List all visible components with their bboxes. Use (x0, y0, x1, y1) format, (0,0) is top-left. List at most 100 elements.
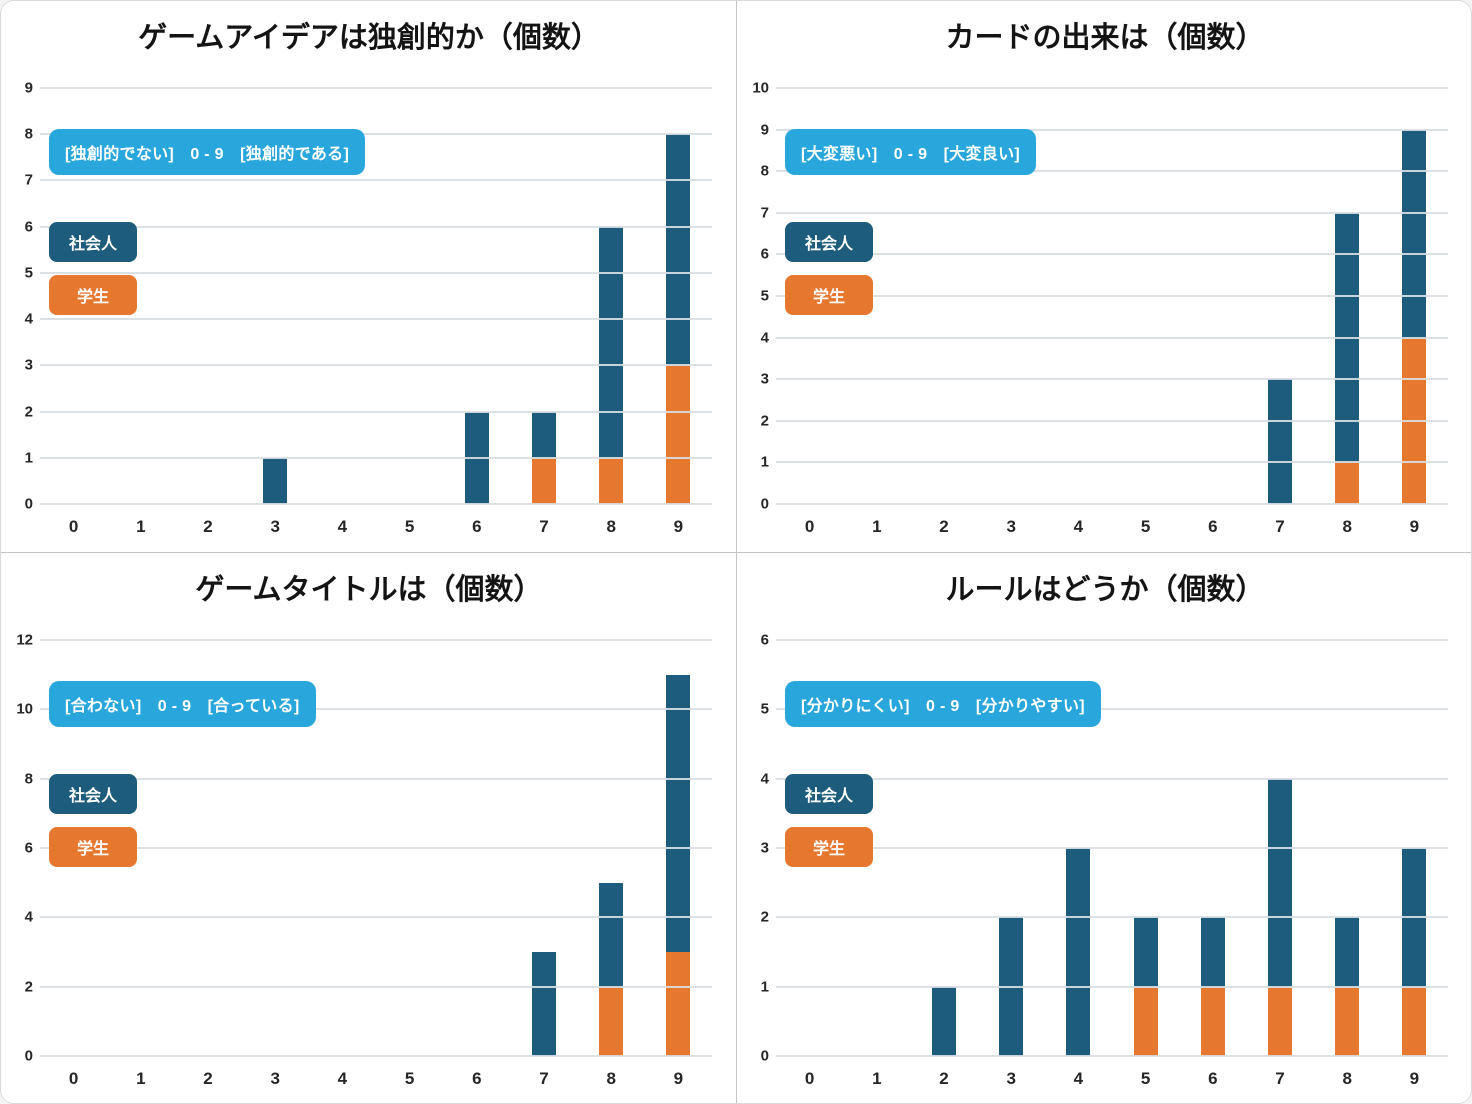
gridline-y2 (40, 410, 712, 413)
bar-segment-学生-x7 (532, 457, 556, 504)
x-axis-tick-5: 5 (1140, 1069, 1151, 1088)
gridline-y4 (776, 336, 1448, 339)
x-axis-tick-5: 5 (1140, 517, 1151, 536)
x-axis-tick-7: 7 (1275, 517, 1285, 536)
bar-segment-社会人-x8 (599, 226, 624, 458)
bar-segment-学生-x9 (1402, 986, 1427, 1056)
bar-segment-社会人-x8 (599, 882, 624, 987)
gridline-y6 (40, 225, 712, 228)
scale-range-badge: [独創的でない] 0 - 9 [独創的である] (49, 129, 366, 175)
chart-legend: 社会人 学生 (49, 774, 137, 867)
x-axis-tick-2: 2 (203, 1069, 213, 1088)
x-axis-tick-1: 1 (136, 1069, 146, 1088)
x-axis-tick-8: 8 (606, 1069, 616, 1088)
x-axis-tick-4: 4 (337, 517, 348, 536)
gridline-y7 (40, 179, 712, 182)
chart-legend: 社会人 学生 (785, 774, 873, 867)
x-axis-tick-0: 0 (804, 1069, 815, 1088)
x-axis-tick-5: 5 (404, 1069, 415, 1088)
chart-title: ゲームアイデアは独創的か（個数） (138, 22, 600, 54)
bar-segment-社会人-x7 (1268, 778, 1292, 987)
y-axis-tick-8: 8 (24, 125, 33, 143)
horizontal-divider (1, 552, 1471, 553)
gridline-y12 (40, 639, 712, 641)
y-axis-tick-4: 4 (760, 329, 769, 347)
gridline-y5 (776, 708, 1448, 711)
bar-segment-学生-x9 (666, 365, 691, 504)
y-axis-tick-12: 12 (16, 631, 33, 649)
x-axis-tick-9: 9 (673, 517, 684, 536)
x-axis-tick-3: 3 (1006, 517, 1016, 536)
x-axis-tick-3: 3 (270, 517, 280, 536)
gridline-y6 (40, 847, 712, 849)
gridline-y4 (40, 318, 712, 321)
plot-area: 0 2 4 6 8 10 12 0 1 2 3 4 5 6 7 8 9 (16, 632, 712, 1088)
gridline-y8 (776, 170, 1448, 173)
y-axis-tick-1: 1 (24, 449, 33, 467)
chart-panel-game-idea: ゲームアイデアは独創的か（個数） [独創的でない] 0 - 9 [独創的である]… (1, 1, 737, 553)
gridline-y1 (776, 461, 1448, 464)
y-axis-tick-10: 10 (752, 79, 769, 97)
y-axis-tick-3: 3 (760, 839, 769, 857)
bar-segment-社会人-x2 (932, 986, 956, 1056)
x-axis-tick-2: 2 (203, 517, 213, 536)
legend-item-学生: 学生 (785, 275, 873, 315)
x-axis-tick-0: 0 (68, 517, 79, 536)
x-axis-tick-1: 1 (136, 517, 146, 536)
gridline-y10 (40, 708, 712, 711)
gridline-y0 (776, 503, 1448, 505)
y-axis-tick-3: 3 (24, 356, 33, 374)
gridline-y8 (40, 133, 712, 136)
x-axis-tick-8: 8 (1342, 1069, 1352, 1088)
bar-segment-社会人-x3 (263, 457, 288, 504)
y-axis-tick-1: 1 (760, 453, 769, 471)
bar-segment-学生-x9 (666, 952, 691, 1056)
bar-segment-学生-x8 (599, 986, 624, 1056)
gridline-y3 (40, 364, 712, 367)
gridline-y2 (40, 985, 712, 988)
chart-panel-card-quality: カードの出来は（個数） [大変悪い] 0 - 9 [大変良い] 社会人 学生 0 1… (737, 1, 1471, 553)
gridline-y2 (776, 419, 1448, 422)
gridline-y0 (40, 1055, 712, 1057)
y-axis-tick-0: 0 (24, 1047, 33, 1065)
bar-segment-学生-x5 (1133, 986, 1158, 1056)
gridline-y1 (40, 456, 712, 459)
x-axis-tick-6: 6 (472, 517, 482, 536)
x-axis-tick-9: 9 (1409, 517, 1420, 536)
y-axis-tick-8: 8 (760, 162, 769, 180)
x-axis-tick-7: 7 (1275, 1069, 1285, 1088)
x-axis-tick-6: 6 (1208, 517, 1218, 536)
y-axis-tick-10: 10 (16, 700, 33, 718)
chart-legend: 社会人 学生 (49, 222, 137, 315)
legend-item-学生: 学生 (49, 275, 137, 315)
y-axis-tick-4: 4 (24, 310, 33, 328)
gridline-y1 (776, 985, 1448, 988)
x-axis-tick-0: 0 (68, 1069, 79, 1088)
gridline-y8 (40, 777, 712, 780)
gridline-y6 (776, 639, 1448, 641)
gridline-y5 (776, 295, 1448, 297)
x-axis-tick-2: 2 (939, 1069, 949, 1088)
legend-item-社会人: 社会人 (49, 222, 137, 262)
y-axis-tick-6: 6 (760, 245, 769, 263)
bar-segment-社会人-x7 (532, 952, 556, 1056)
plot-area: 0 1 2 3 4 5 6 7 8 9 0 1 2 3 4 5 6 7 8 9 (25, 80, 712, 536)
bar-segment-社会人-x7 (1268, 379, 1292, 504)
y-axis-tick-2: 2 (760, 908, 769, 926)
x-axis-tick-0: 0 (804, 517, 815, 536)
scale-range-badge: [分かりにくい] 0 - 9 [分かりやすい] (785, 681, 1101, 727)
gridline-y3 (776, 847, 1448, 849)
legend-item-学生: 学生 (785, 827, 873, 867)
x-axis-tick-1: 1 (872, 1069, 882, 1088)
y-axis-tick-6: 6 (24, 839, 33, 857)
x-axis-tick-9: 9 (673, 1069, 684, 1088)
y-axis-tick-4: 4 (24, 908, 33, 926)
bar-segment-社会人-x9 (666, 134, 691, 366)
gridline-y6 (776, 253, 1448, 256)
y-axis-tick-3: 3 (760, 370, 769, 388)
x-axis-tick-7: 7 (539, 517, 549, 536)
y-axis-tick-0: 0 (24, 495, 33, 513)
y-axis-tick-5: 5 (760, 700, 769, 718)
y-axis-tick-5: 5 (24, 264, 33, 282)
gridline-y2 (776, 916, 1448, 919)
